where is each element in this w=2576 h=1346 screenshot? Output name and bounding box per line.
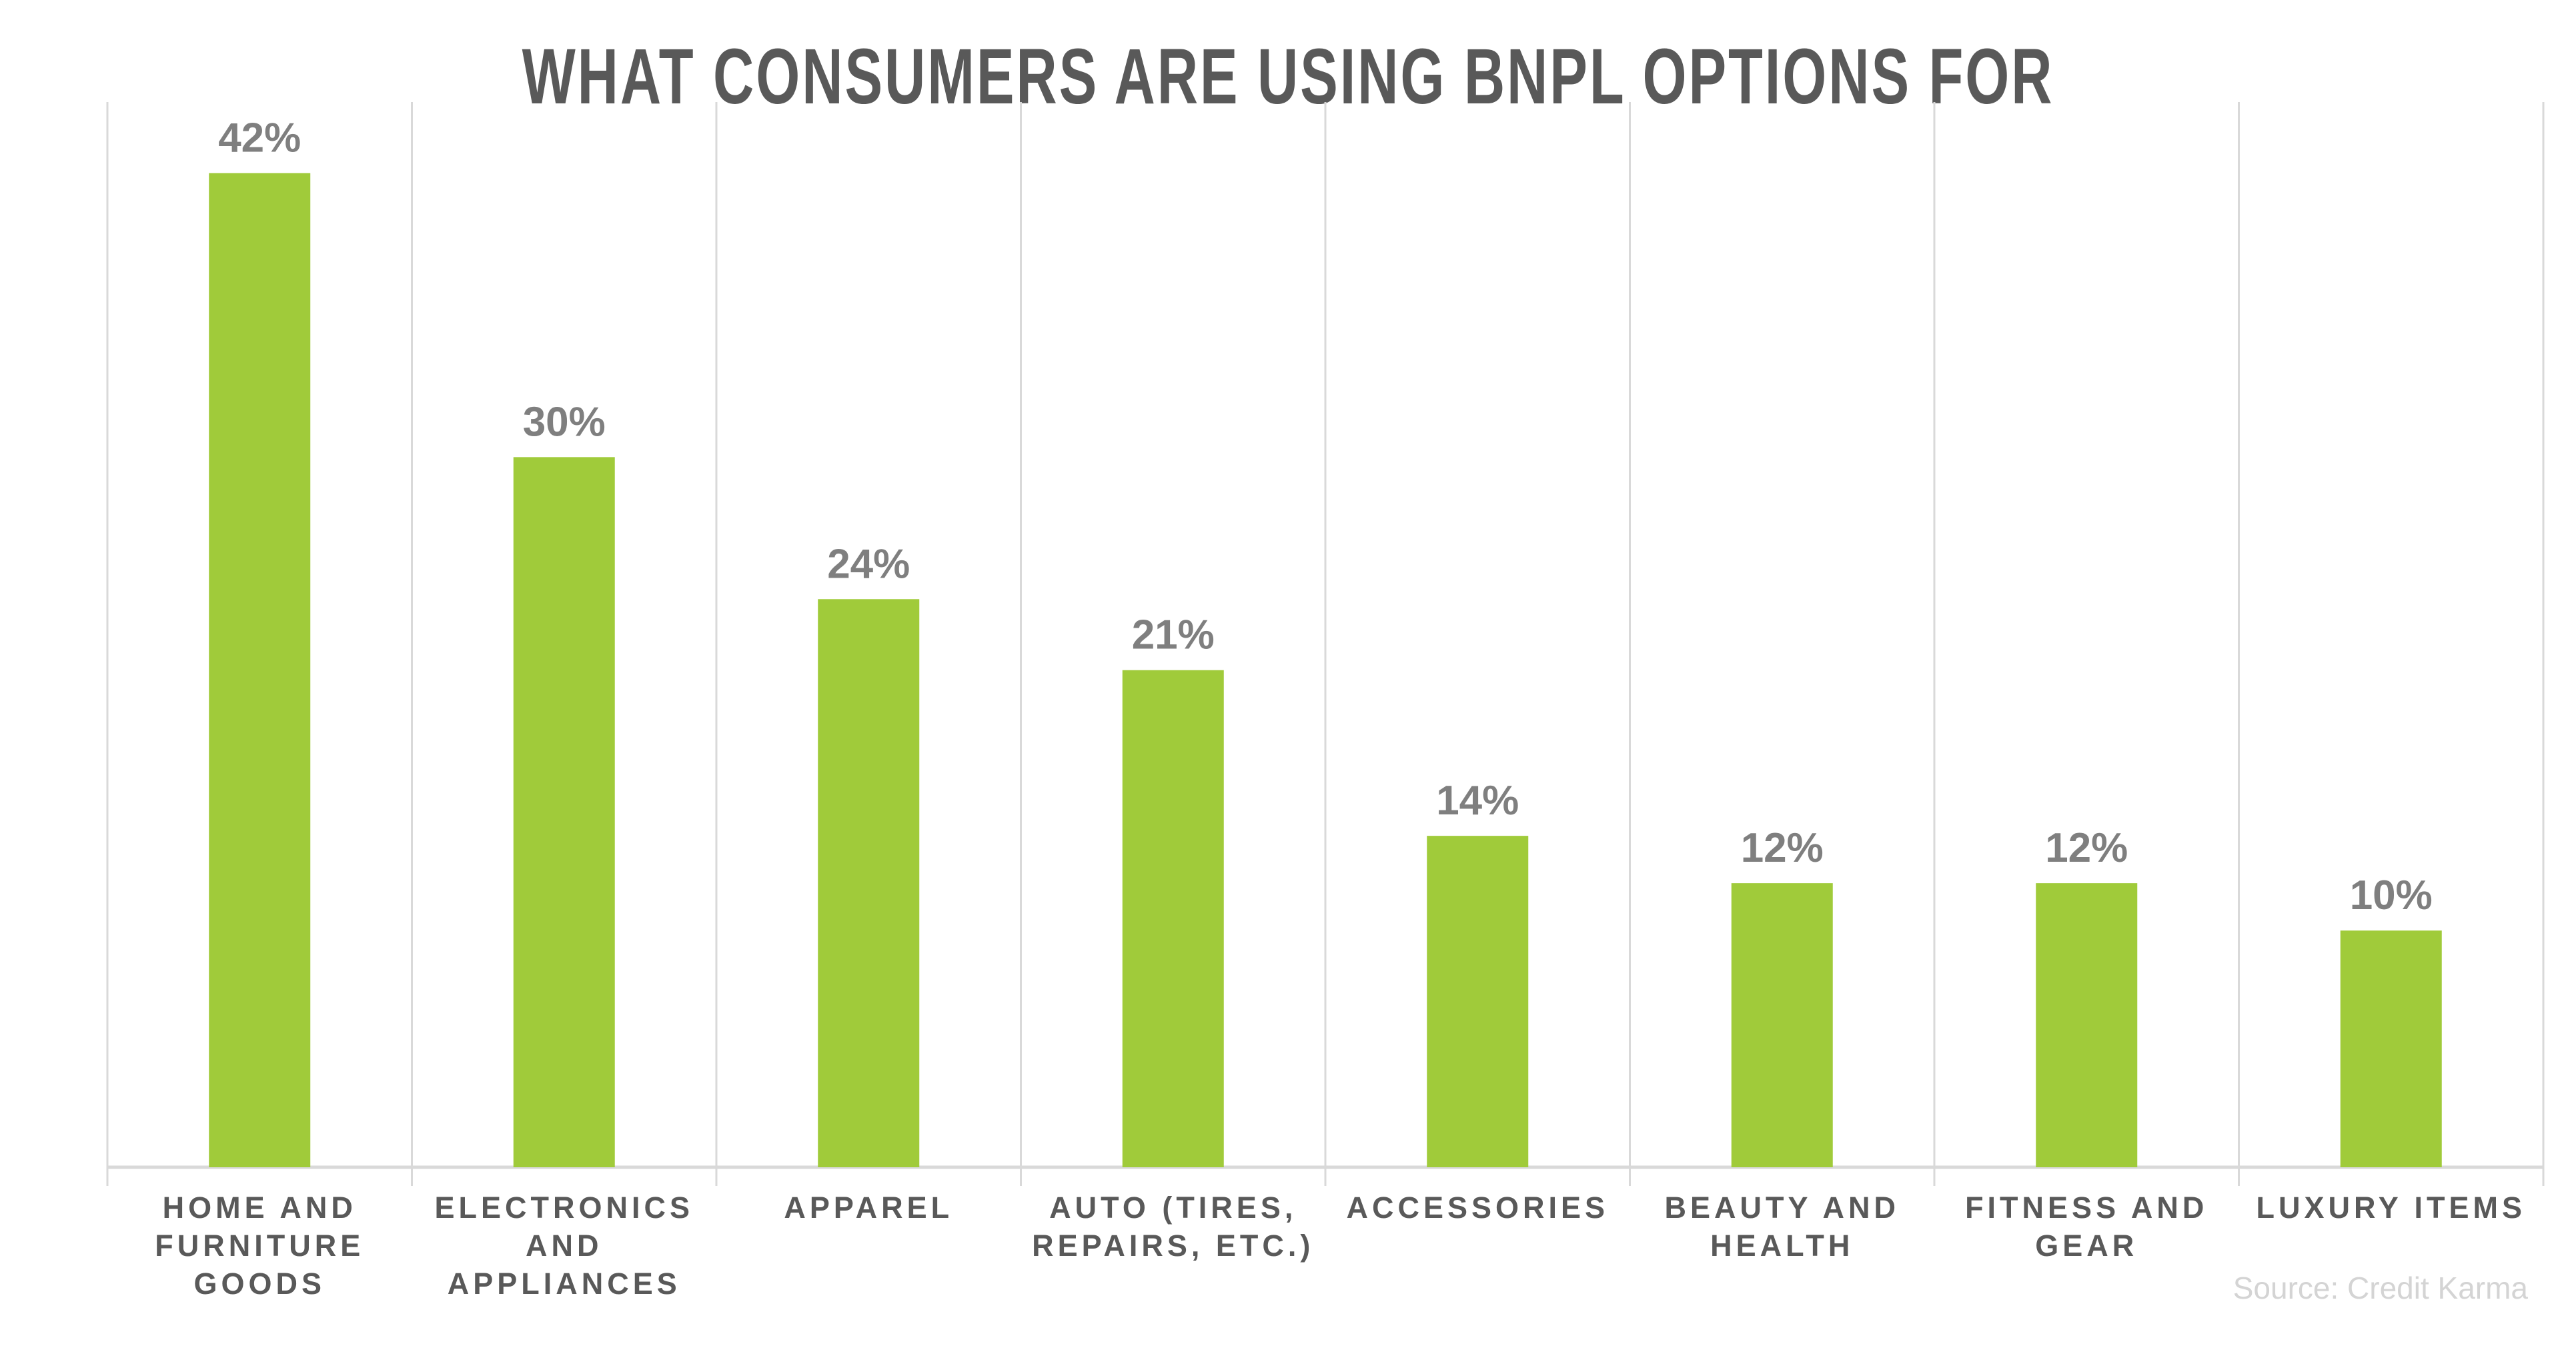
category-label: ACCESSORIES (1346, 1191, 1609, 1225)
value-label: 30% (523, 399, 606, 445)
bar (209, 173, 311, 1167)
bar (1731, 883, 1833, 1167)
value-label: 12% (2045, 825, 2128, 871)
bar (1122, 670, 1224, 1167)
source-note: Source: Credit Karma (2233, 1271, 2529, 1305)
bar (513, 457, 615, 1168)
value-label: 21% (1132, 612, 1215, 658)
value-label: 42% (218, 115, 301, 161)
category-label: ELECTRONICS (434, 1191, 694, 1225)
chart-title: WHAT CONSUMERS ARE USING BNPL OPTIONS FO… (522, 32, 2054, 120)
category-label: FITNESS AND (1965, 1191, 2208, 1225)
category-label: GOODS (193, 1267, 326, 1301)
value-label: 24% (827, 541, 910, 587)
category-label: LUXURY ITEMS (2256, 1191, 2526, 1225)
category-label: BEAUTY AND (1664, 1191, 1900, 1225)
bar (2340, 930, 2442, 1167)
category-label: HOME AND (163, 1191, 357, 1225)
category-label: GEAR (2035, 1229, 2138, 1263)
category-label: AUTO (TIRES, (1049, 1191, 1297, 1225)
category-label: REPAIRS, ETC.) (1032, 1229, 1314, 1263)
category-label: APPAREL (784, 1191, 953, 1225)
category-label: AND (526, 1229, 603, 1263)
category-label: HEALTH (1710, 1229, 1854, 1263)
category-label: APPLIANCES (448, 1267, 681, 1301)
value-label: 10% (2350, 872, 2433, 918)
grid-lines (106, 102, 2545, 1186)
value-label: 14% (1436, 778, 1519, 824)
bar (1427, 836, 1529, 1167)
category-label: FURNITURE (155, 1229, 364, 1263)
category-labels: HOME AND FURNITURE GOODS ELECTRONICS AND APPL… (155, 1191, 2526, 1301)
bar (2036, 883, 2138, 1167)
value-labels: 42% 30% 24% 21% 14% 12% 12% 10% (218, 115, 2433, 918)
bar (818, 599, 920, 1167)
bars (209, 173, 2442, 1168)
value-label: 12% (1741, 825, 1824, 871)
